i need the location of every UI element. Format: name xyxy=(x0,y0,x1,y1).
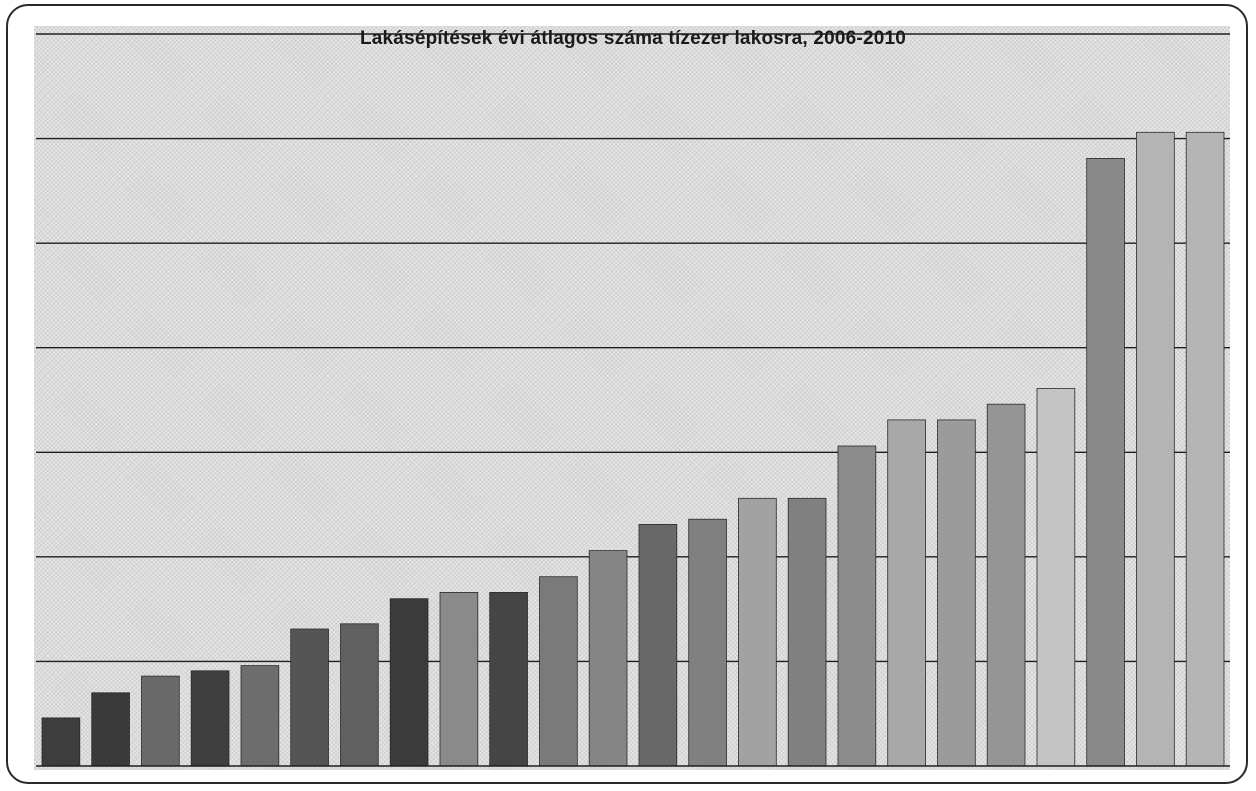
bar xyxy=(837,445,877,767)
bar xyxy=(41,717,81,767)
bar xyxy=(986,403,1026,767)
bar xyxy=(738,497,777,767)
bar xyxy=(1086,157,1125,767)
gridlines xyxy=(36,33,1230,663)
bar xyxy=(240,665,280,767)
bar xyxy=(588,550,628,767)
chart-title: Lakásépítések évi átlagos száma tízezer … xyxy=(359,28,907,49)
bar xyxy=(688,518,727,767)
bar xyxy=(539,576,578,767)
bar xyxy=(91,692,130,767)
plot-area xyxy=(34,26,1230,770)
bar xyxy=(1036,388,1076,767)
bar xyxy=(1185,131,1225,767)
bar xyxy=(389,598,429,767)
bar xyxy=(489,592,528,767)
bar xyxy=(190,670,230,767)
bars xyxy=(41,131,1225,767)
bar xyxy=(787,497,827,767)
bar xyxy=(141,675,180,767)
bar xyxy=(638,524,678,767)
bar xyxy=(439,592,479,767)
bar xyxy=(937,419,976,767)
bar xyxy=(340,623,379,767)
bar xyxy=(290,628,329,767)
bar xyxy=(1136,131,1175,767)
bar xyxy=(887,419,926,767)
